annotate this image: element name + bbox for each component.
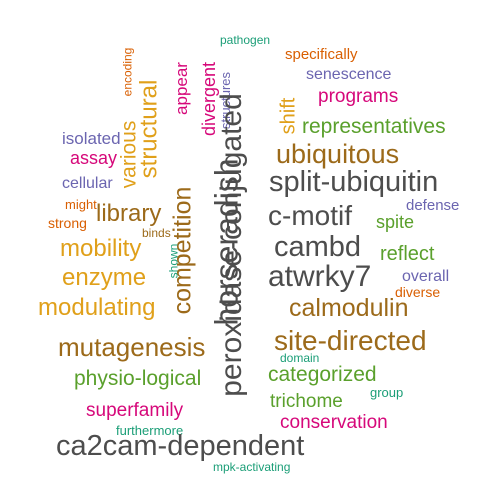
word-isolated: isolated (62, 129, 121, 148)
word-programs: programs (318, 86, 399, 107)
word-site-directed: site-directed (274, 325, 427, 356)
word-binds: binds (142, 226, 171, 240)
word-ca2cam-dependent: ca2cam-dependent (56, 430, 305, 462)
word-cambd: cambd (274, 231, 362, 263)
word-strong: strong (48, 215, 87, 231)
word-conservation: conservation (280, 412, 388, 433)
word-library: library (96, 200, 162, 227)
word-specifically: specifically (285, 46, 358, 63)
word-categorized: categorized (268, 363, 377, 386)
word-encoding: encoding (120, 47, 135, 97)
word-shift: shift (277, 97, 300, 135)
word-physio-logical: physio-logical (74, 367, 202, 390)
word-split-ubiquitin: split-ubiquitin (269, 166, 439, 198)
word-domain: domain (280, 351, 320, 365)
word-spite: spite (376, 212, 415, 232)
word-trichome: trichome (270, 391, 343, 412)
word-various: various (117, 120, 141, 189)
word-defense: defense (406, 197, 460, 214)
word-mpk-activating: mpk-activating (213, 460, 291, 474)
word-shown: shown (166, 243, 181, 279)
word-c-motif: c-motif (268, 200, 352, 231)
word-horseradish: horseradish (208, 158, 245, 326)
word-appear: appear (171, 62, 191, 115)
word-atwrky7: atwrky7 (268, 260, 372, 293)
word-superfamily: superfamily (86, 400, 184, 421)
word-pathogen: pathogen (220, 33, 271, 47)
word-mobility: mobility (60, 235, 142, 262)
word-calmodulin: calmodulin (289, 294, 409, 322)
word-assay: assay (70, 148, 118, 168)
word-overall: overall (402, 268, 450, 285)
word-structural: structural (135, 79, 163, 179)
word-enzyme: enzyme (62, 264, 147, 291)
word-might: might (65, 197, 97, 212)
word-senescence: senescence (306, 66, 392, 83)
word-mutagenesis: mutagenesis (58, 332, 206, 362)
word-ubiquitous: ubiquitous (276, 139, 400, 169)
word-cellular: cellular (62, 175, 113, 192)
word-diverse: diverse (395, 284, 441, 300)
word-furthermore: furthermore (116, 423, 184, 438)
word-reflect: reflect (380, 243, 435, 265)
word-representatives: representatives (302, 115, 446, 138)
word-group: group (370, 385, 404, 400)
word-modulating: modulating (38, 294, 156, 321)
